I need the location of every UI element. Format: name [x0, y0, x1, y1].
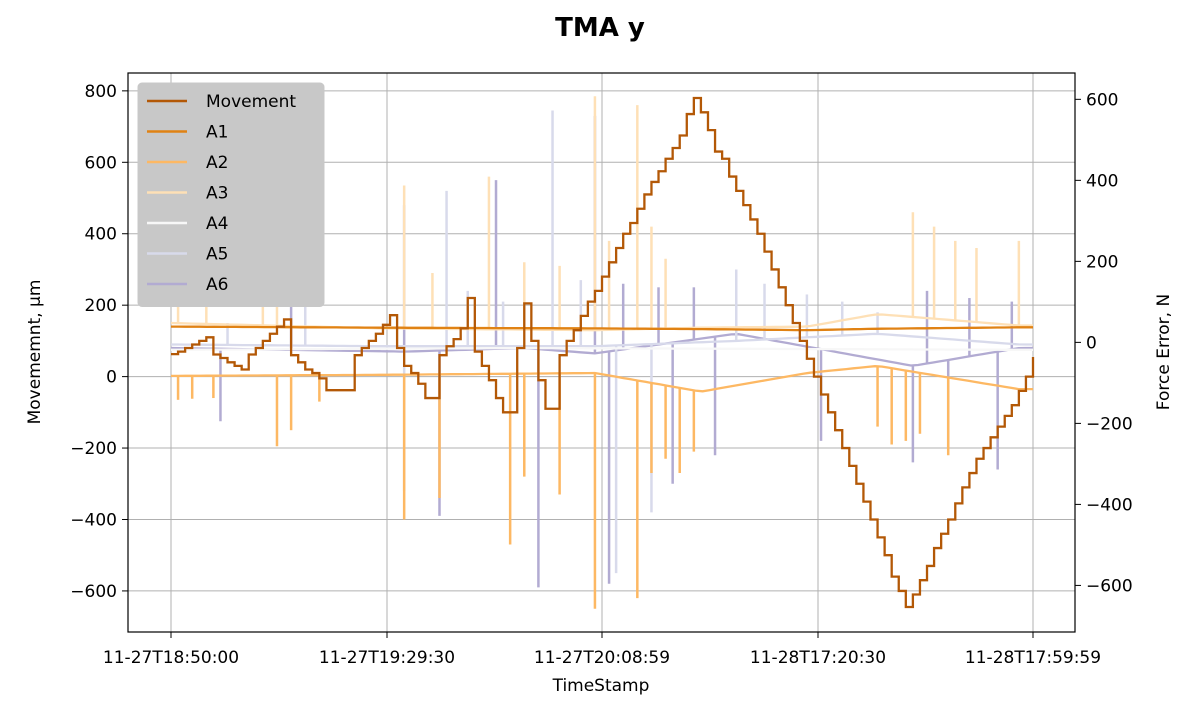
y-tick-label-left: 200	[85, 296, 117, 316]
legend: Movement A1 A2 A3 A4 A5 A6	[137, 82, 325, 307]
y-tick-label-left: 800	[85, 82, 117, 102]
axis-ticks: 11-27T18:50:00 11-27T19:29:30 11-27T20:08:…	[70, 82, 1132, 668]
legend-label: A6	[206, 275, 228, 295]
x-tick-label: 11-28T17:20:30	[750, 648, 886, 668]
series-a4	[171, 346, 1033, 351]
y-tick-label-left: −200	[70, 439, 117, 459]
legend-label: A2	[206, 153, 228, 173]
x-tick-label: 11-28T17:59:59	[965, 648, 1101, 668]
y-tick-label-right: 200	[1086, 252, 1118, 272]
y-tick-label-left: −400	[70, 510, 117, 530]
y-tick-label-right: −200	[1086, 414, 1133, 434]
series-line-a5	[171, 332, 1033, 348]
series-a2	[171, 365, 1033, 609]
series-layer	[170, 96, 1035, 609]
series-line-a4	[171, 346, 1033, 351]
y-tick-label-right: 600	[1086, 90, 1118, 110]
x-tick-label: 11-27T18:50:00	[103, 648, 239, 668]
y-axis-label-right: Force Error, N	[1154, 294, 1174, 410]
series-movement	[171, 96, 1035, 609]
y-tick-label-left: 600	[85, 153, 117, 173]
series-line-a2	[171, 365, 1033, 393]
x-axis-label: TimeStamp	[552, 676, 650, 696]
y-tick-label-right: −600	[1086, 576, 1133, 596]
legend-label: A4	[206, 214, 228, 234]
chart-title: TMA y	[555, 13, 645, 43]
legend-label: A5	[206, 245, 228, 265]
y-tick-label-left: 400	[85, 225, 117, 245]
legend-label: Movement	[206, 92, 296, 112]
series-a1	[171, 325, 1033, 332]
y-axis-label-left: Movememnt, μm	[25, 280, 45, 425]
legend-box	[137, 82, 325, 307]
y-tick-label-right: 400	[1086, 171, 1118, 191]
x-tick-label: 11-27T20:08:59	[534, 648, 670, 668]
legend-label: A3	[206, 184, 228, 204]
legend-label: A1	[206, 123, 228, 143]
x-tick-label: 11-27T19:29:30	[319, 648, 455, 668]
y-tick-label-right: 0	[1086, 333, 1097, 353]
y-tick-label-left: 0	[106, 368, 117, 388]
series-line-a1	[171, 325, 1033, 332]
y-tick-label-right: −400	[1086, 495, 1133, 515]
y-tick-label-left: −600	[70, 582, 117, 602]
series-line-movement	[171, 96, 1035, 609]
